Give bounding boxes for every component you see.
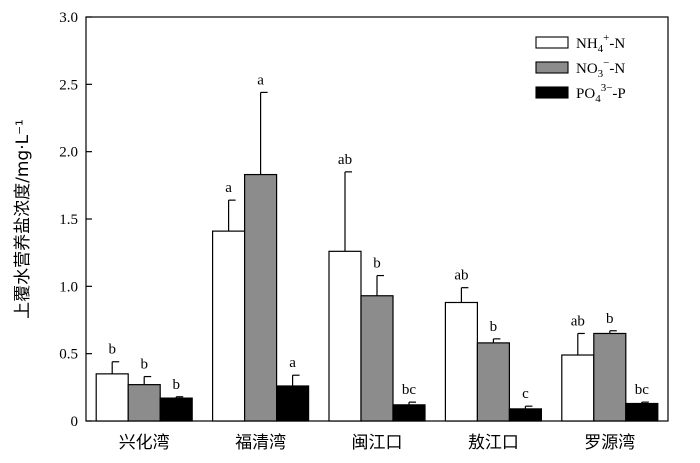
y-tick-label: 1.5 — [59, 212, 78, 228]
y-tick-label: 2.5 — [59, 77, 78, 93]
bar — [276, 385, 310, 422]
bar — [625, 402, 659, 422]
significance-label: a — [257, 72, 264, 88]
significance-label: b — [490, 319, 498, 335]
legend-swatch — [535, 36, 569, 49]
bar — [127, 384, 161, 422]
significance-label: ab — [571, 313, 585, 329]
significance-label: b — [373, 256, 381, 272]
significance-label: bc — [635, 382, 650, 398]
bar — [561, 354, 595, 422]
bar — [95, 373, 129, 422]
x-tick-label: 福清湾 — [235, 433, 286, 453]
bar — [212, 230, 246, 422]
significance-label: a — [225, 180, 232, 196]
bar — [360, 295, 394, 422]
x-tick-label: 罗源湾 — [584, 433, 635, 453]
legend-swatch — [535, 86, 569, 99]
bar — [444, 301, 478, 422]
significance-label: c — [522, 386, 529, 402]
y-tick-label: 1.0 — [59, 279, 78, 295]
x-tick-label: 敖江口 — [468, 433, 519, 453]
bar — [244, 173, 278, 422]
bar — [593, 332, 627, 422]
y-tick-label: 3.0 — [59, 10, 78, 26]
significance-label: bc — [402, 382, 417, 398]
significance-label: b — [172, 377, 180, 393]
y-tick-label: 0 — [71, 414, 79, 430]
significance-label: ab — [454, 268, 468, 284]
significance-label: b — [140, 357, 148, 373]
significance-label: a — [289, 355, 296, 371]
significance-label: b — [108, 342, 116, 358]
legend-label: PO43−-P — [576, 82, 626, 105]
bar — [476, 342, 510, 422]
x-tick-label: 闽江口 — [352, 433, 403, 453]
bar — [392, 404, 426, 422]
bar — [508, 408, 542, 422]
bar — [328, 250, 362, 422]
legend-label: NO3−-N — [576, 57, 625, 80]
legend-label: NH4+-N — [576, 32, 625, 55]
legend-swatch — [535, 61, 569, 74]
plot-area: 00.51.01.52.02.53.0兴化湾bbb福清湾aaa闽江口abbbc敖… — [59, 10, 669, 453]
y-axis-label: 上覆水营养盐浓度/mg·L⁻¹ — [13, 119, 33, 319]
y-tick-label: 0.5 — [59, 347, 78, 363]
significance-label: ab — [338, 152, 352, 168]
significance-label: b — [606, 311, 614, 327]
x-tick-label: 兴化湾 — [119, 433, 170, 453]
bar — [159, 397, 193, 422]
y-tick-label: 2.0 — [59, 145, 78, 161]
